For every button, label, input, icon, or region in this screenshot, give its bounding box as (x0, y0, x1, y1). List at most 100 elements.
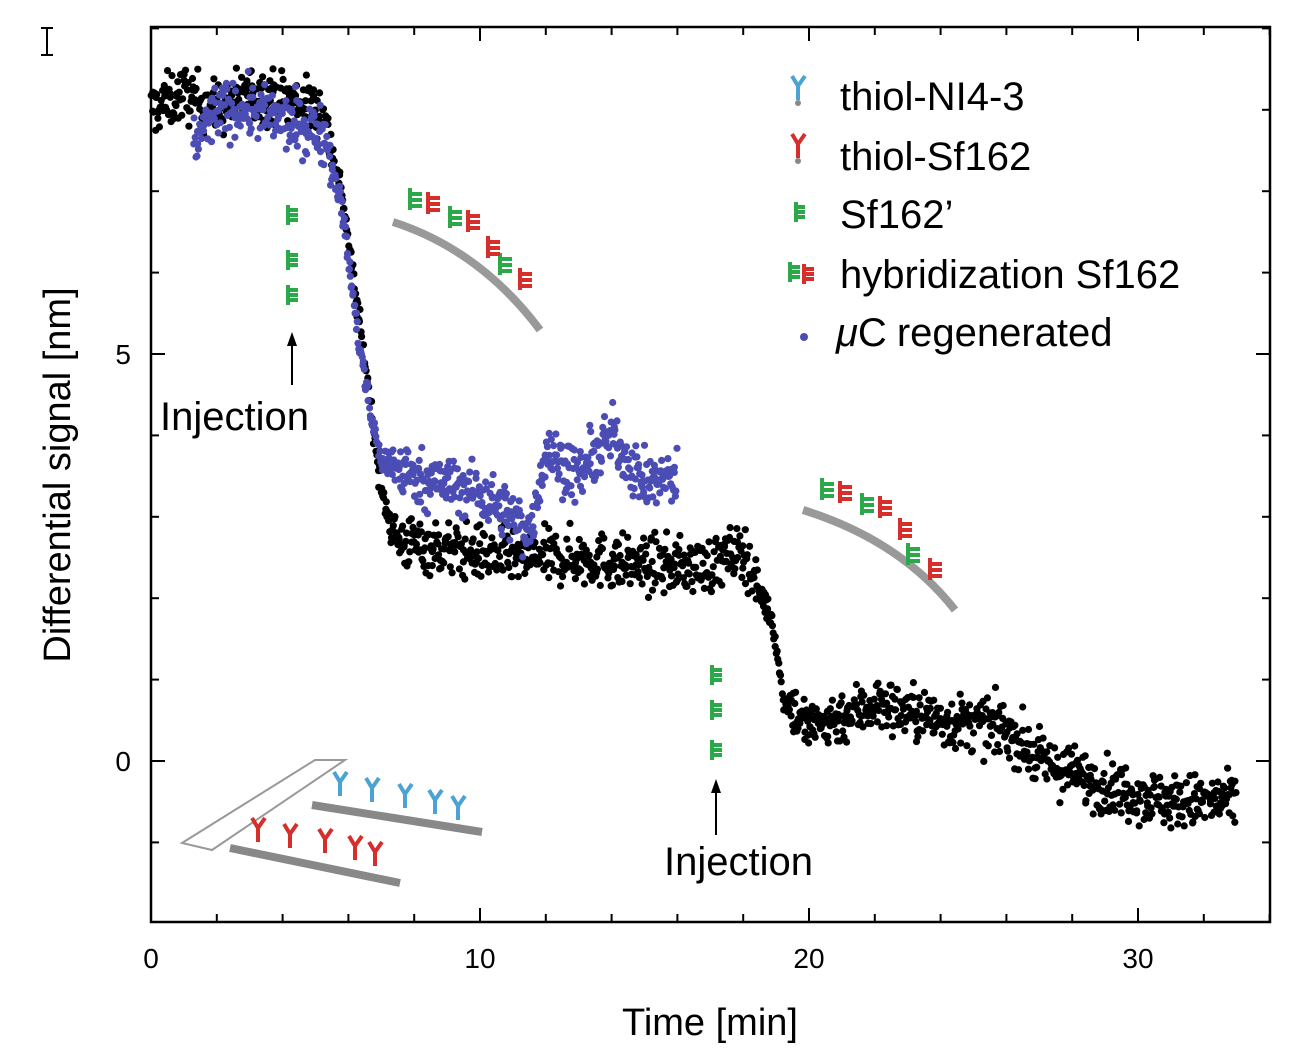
data-point-blue (646, 484, 654, 492)
data-point-blue (570, 446, 579, 454)
data-point-black (930, 729, 938, 737)
data-point-black (796, 719, 804, 727)
data-point-black (674, 570, 682, 578)
legend-label-regenerated: μC regenerated (835, 311, 1113, 355)
data-point-black (407, 515, 415, 523)
data-point-black (914, 733, 922, 741)
legend: thiol-NI4-3 thiol-Sf162 Sf162’ hybridiza… (788, 74, 1180, 355)
data-point-black (944, 708, 952, 716)
data-point-black (440, 559, 448, 567)
data-point-black (563, 535, 571, 543)
data-point-black (386, 510, 394, 518)
data-point-black (725, 533, 734, 542)
data-point-black (545, 574, 553, 582)
data-point-blue (558, 442, 566, 450)
data-point-black (926, 704, 934, 713)
data-point-blue (590, 447, 598, 455)
data-point-black (915, 694, 923, 702)
data-point-blue (221, 101, 229, 109)
data-point-black (1231, 777, 1239, 785)
data-point-black (1031, 775, 1039, 783)
injection-annotation-2: Injection (664, 779, 813, 884)
data-point-black (750, 574, 758, 582)
data-point-black (642, 550, 650, 558)
data-point-black (887, 681, 895, 689)
data-point-blue (288, 108, 296, 117)
data-point-black (870, 695, 878, 703)
data-point-blue (488, 481, 496, 489)
data-point-blue (375, 441, 383, 449)
data-point-black (1229, 812, 1237, 820)
legend-label-sf162-prime: Sf162’ (840, 193, 953, 237)
data-point-blue (536, 497, 544, 505)
data-point-blue (371, 425, 379, 433)
data-point-blue (225, 123, 233, 131)
data-point-black (635, 561, 643, 569)
data-point-blue (656, 489, 664, 497)
data-point-blue (315, 140, 323, 149)
data-point-black (891, 695, 899, 703)
data-point-black (163, 67, 172, 75)
data-point-black (860, 691, 868, 699)
data-point-black (541, 520, 549, 528)
data-point-blue (482, 478, 490, 486)
data-point-black (787, 712, 795, 720)
strand-green-icon (794, 202, 805, 222)
data-point-blue (302, 121, 310, 130)
injection-label-1: Injection (160, 395, 309, 439)
data-point-black (912, 707, 921, 715)
data-point-blue (426, 490, 434, 498)
data-point-black (593, 565, 602, 573)
data-point-black (1191, 771, 1199, 779)
axis-ticks (150, 27, 1271, 922)
data-point-blue (529, 523, 537, 531)
data-point-black (608, 581, 617, 589)
data-point-black (192, 84, 200, 93)
data-point-blue (530, 529, 538, 537)
data-point-blue (670, 463, 679, 471)
data-point-blue (364, 381, 372, 389)
data-point-black (828, 696, 837, 704)
data-point-black (476, 521, 484, 529)
data-point-black (881, 690, 890, 698)
data-point-blue (231, 133, 239, 141)
data-point-black (1065, 744, 1073, 752)
data-point-blue (640, 441, 649, 449)
data-point-black (499, 566, 507, 574)
data-point-blue (652, 499, 661, 507)
data-point-black (1150, 782, 1159, 791)
data-point-blue (316, 101, 324, 109)
data-point-black (434, 540, 442, 548)
data-point-black (712, 534, 720, 543)
data-point-black (700, 584, 709, 593)
data-point-black (611, 562, 619, 570)
data-point-blue (517, 512, 525, 520)
data-point-blue (335, 182, 344, 190)
data-point-black (663, 528, 671, 536)
data-point-black (619, 529, 627, 537)
data-point-black (980, 757, 988, 766)
data-point-black (1133, 807, 1141, 815)
data-point-blue (345, 265, 354, 273)
data-point-blue (584, 454, 592, 462)
data-point-black (667, 572, 676, 580)
data-point-blue (614, 463, 623, 471)
data-point-black (181, 66, 190, 74)
data-point-blue (210, 115, 218, 123)
data-point-black (1109, 801, 1117, 809)
data-point-black (1121, 793, 1129, 802)
data-point-black (402, 537, 410, 545)
data-point-black (648, 586, 657, 594)
data-point-black (476, 540, 484, 548)
data-point-black (800, 695, 808, 703)
y-tick-label-0: 0 (115, 746, 131, 777)
data-point-black (1080, 781, 1088, 790)
data-point-blue (340, 214, 348, 222)
data-point-black (1030, 740, 1038, 748)
data-point-black (912, 718, 920, 726)
data-point-black (421, 544, 429, 552)
data-point-blue (632, 442, 640, 450)
data-point-blue (353, 318, 361, 326)
data-point-black (243, 77, 251, 85)
data-point-black (302, 97, 310, 105)
